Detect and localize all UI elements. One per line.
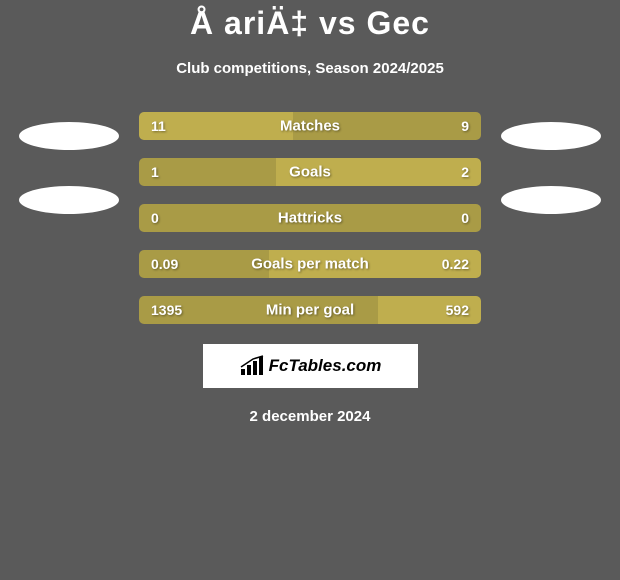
stat-row-goals: 1 Goals 2 bbox=[139, 158, 481, 186]
stat-value-left: 0 bbox=[151, 210, 159, 226]
stat-value-right: 9 bbox=[461, 118, 469, 134]
stat-value-right: 0.22 bbox=[442, 256, 469, 272]
stat-row-goals-per-match: 0.09 Goals per match 0.22 bbox=[139, 250, 481, 278]
stat-row-matches: 11 Matches 9 bbox=[139, 112, 481, 140]
stat-value-left: 1 bbox=[151, 164, 159, 180]
stats-area: 11 Matches 9 1 Goals 2 0 Hattricks 0 bbox=[0, 112, 620, 324]
stat-row-min-per-goal: 1395 Min per goal 592 bbox=[139, 296, 481, 324]
stat-value-left: 11 bbox=[151, 118, 166, 134]
chart-icon bbox=[239, 355, 265, 377]
stat-value-left: 1395 bbox=[151, 302, 182, 318]
page-title: Å ariÄ‡ vs Gec bbox=[190, 5, 430, 42]
stat-value-right: 0 bbox=[461, 210, 469, 226]
main-container: Å ariÄ‡ vs Gec Club competitions, Season… bbox=[0, 0, 620, 425]
team-badge-right-2 bbox=[501, 186, 601, 214]
date-text: 2 december 2024 bbox=[250, 408, 371, 425]
team-badge-left-1 bbox=[19, 122, 119, 150]
team-badge-left-2 bbox=[19, 186, 119, 214]
stat-bars: 11 Matches 9 1 Goals 2 0 Hattricks 0 bbox=[139, 112, 481, 324]
left-team-badges bbox=[9, 112, 129, 214]
right-team-badges bbox=[491, 112, 611, 214]
stat-label: Goals bbox=[289, 164, 331, 181]
stat-label: Min per goal bbox=[266, 302, 354, 319]
fctables-logo-text: FcTables.com bbox=[269, 356, 382, 376]
stat-label: Hattricks bbox=[278, 210, 342, 227]
stat-label: Goals per match bbox=[251, 256, 369, 273]
page-subtitle: Club competitions, Season 2024/2025 bbox=[176, 60, 444, 77]
stat-value-right: 592 bbox=[446, 302, 469, 318]
stat-row-hattricks: 0 Hattricks 0 bbox=[139, 204, 481, 232]
team-badge-right-1 bbox=[501, 122, 601, 150]
stat-label: Matches bbox=[280, 118, 340, 135]
stat-value-left: 0.09 bbox=[151, 256, 178, 272]
fctables-logo-box[interactable]: FcTables.com bbox=[203, 344, 418, 388]
stat-value-right: 2 bbox=[461, 164, 469, 180]
